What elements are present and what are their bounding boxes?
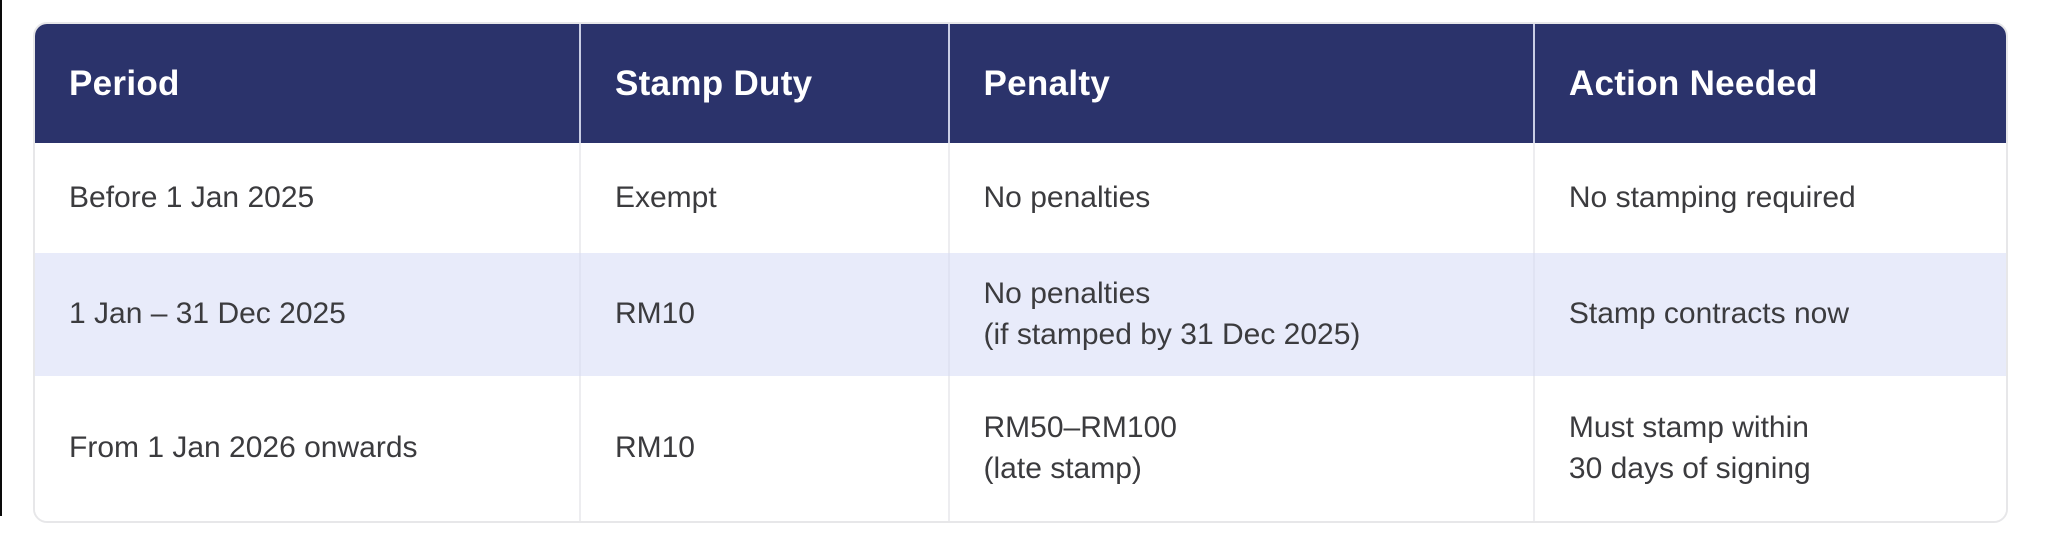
cell-stamp-duty: Exempt <box>581 143 950 253</box>
cell-stamp-duty: RM10 <box>581 376 950 521</box>
table-card: Period Stamp Duty Penalty Action Needed … <box>33 22 2008 523</box>
stamp-duty-table: Period Stamp Duty Penalty Action Needed … <box>35 24 2006 521</box>
cell-period: Before 1 Jan 2025 <box>35 143 581 253</box>
header-row: Period Stamp Duty Penalty Action Needed <box>35 24 2006 143</box>
cell-penalty: No penalties (if stamped by 31 Dec 2025) <box>950 253 1535 376</box>
column-header-action-needed: Action Needed <box>1534 24 2006 143</box>
column-header-penalty: Penalty <box>949 24 1535 143</box>
cell-action: No stamping required <box>1568 180 1856 214</box>
left-edge-line <box>0 0 2 516</box>
column-header-stamp-duty: Stamp Duty <box>580 24 950 143</box>
table-row-before-2025: Before 1 Jan 2025 Exempt No penalties No… <box>35 143 2006 253</box>
cell-period: 1 Jan – 31 Dec 2025 <box>35 253 581 376</box>
cell-penalty: RM50–RM100 (late stamp) <box>950 376 1535 521</box>
cell-action: Stamp contracts now <box>1568 297 1850 331</box>
cell-period: From 1 Jan 2026 onwards <box>35 376 581 521</box>
column-header-period: Period <box>35 24 581 143</box>
cell-penalty: No penalties <box>950 143 1535 253</box>
table-row-2025: 1 Jan – 31 Dec 2025 RM10 No penalties (i… <box>35 253 2006 376</box>
cell-action: Must stamp within 30 days of signing <box>1568 411 1811 485</box>
cell-stamp-duty: RM10 <box>581 253 950 376</box>
table-row-2026-onwards: From 1 Jan 2026 onwards RM10 RM50–RM100 … <box>35 376 2006 521</box>
